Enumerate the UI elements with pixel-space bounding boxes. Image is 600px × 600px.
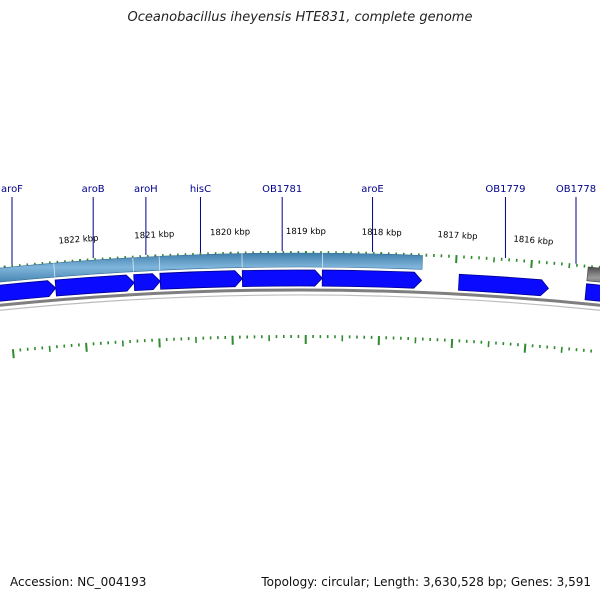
gene-label-arof[interactable]: aroF — [1, 184, 23, 195]
gene-arrow-arof[interactable] — [0, 280, 57, 302]
accession-label: Accession: — [10, 575, 74, 589]
gene-arrow-hisc[interactable] — [159, 270, 243, 290]
backbone-track — [0, 288, 600, 311]
operon-track — [0, 252, 600, 291]
gene-label-aroh[interactable]: aroH — [134, 184, 158, 195]
inner-major-tick — [523, 343, 527, 353]
inner-tick-track — [11, 335, 593, 359]
gene-label-arob[interactable]: aroB — [82, 184, 105, 195]
accession-info: Accession: NC_004193 — [10, 575, 146, 589]
ruler-tick-label: 1816 kbp — [513, 235, 554, 248]
gene-arrow-aroe[interactable] — [321, 269, 423, 289]
inner-minor-tick — [48, 345, 51, 352]
inner-minor-tick — [560, 346, 563, 353]
gene-track — [0, 269, 600, 303]
operon-band[interactable] — [0, 252, 423, 285]
gene-arrow-arob[interactable] — [54, 274, 135, 297]
gene-label-hisc[interactable]: hisC — [190, 184, 211, 195]
hypothetical-band[interactable] — [586, 266, 600, 291]
gene-arrow-ob1779[interactable] — [458, 273, 549, 297]
genes-label: Genes: — [510, 575, 553, 589]
gene-arrow-ob1778[interactable] — [584, 283, 600, 303]
topology-value: circular — [321, 575, 366, 589]
genome-title: Oceanobacillus iheyensis HTE831, complet… — [127, 10, 473, 25]
inner-major-tick — [85, 342, 88, 352]
operon-separator — [53, 263, 56, 278]
ruler-tick-label: 1821 kbp — [134, 230, 174, 242]
major-tick — [530, 259, 533, 269]
length-value: 3,630,528 bp — [422, 575, 503, 589]
accession-value: NC_004193 — [77, 575, 147, 589]
ruler-labels: 1822 kbp 1821 kbp 1820 kbp 1819 kbp 1818 kbp… — [58, 227, 554, 248]
topology-label: Topology: — [261, 575, 318, 589]
genome-stats: Topology: circular; Length: 3,630,528 bp… — [261, 575, 591, 589]
operon-separator — [132, 257, 134, 272]
length-label: Length: — [373, 575, 420, 589]
ruler-tick-label: 1818 kbp — [362, 228, 402, 239]
genome-backbone-inner — [0, 294, 600, 311]
ruler-tick-label: 1819 kbp — [286, 227, 326, 237]
gene-label-ob1779[interactable]: OB1779 — [485, 184, 525, 195]
gene-label-ob1778[interactable]: OB1778 — [556, 184, 596, 195]
operon-separator — [158, 256, 161, 271]
inner-major-tick — [11, 349, 15, 359]
gene-label-aroe[interactable]: aroE — [361, 184, 383, 195]
ruler-tick-label: 1822 kbp — [58, 234, 99, 247]
genome-backbone — [0, 288, 600, 307]
ruler-tick-label: 1817 kbp — [437, 230, 478, 242]
genes-value: 3,591 — [556, 575, 591, 589]
gene-label-ob1781[interactable]: OB1781 — [262, 184, 302, 195]
ruler-tick-label: 1820 kbp — [210, 227, 250, 238]
gene-arrow-aroh[interactable] — [133, 273, 161, 292]
gene-labels: aroF aroB aroH hisC OB1781 aroE OB1779 OB1778 — [1, 184, 596, 265]
gene-arrow-ob1781[interactable] — [241, 269, 323, 287]
